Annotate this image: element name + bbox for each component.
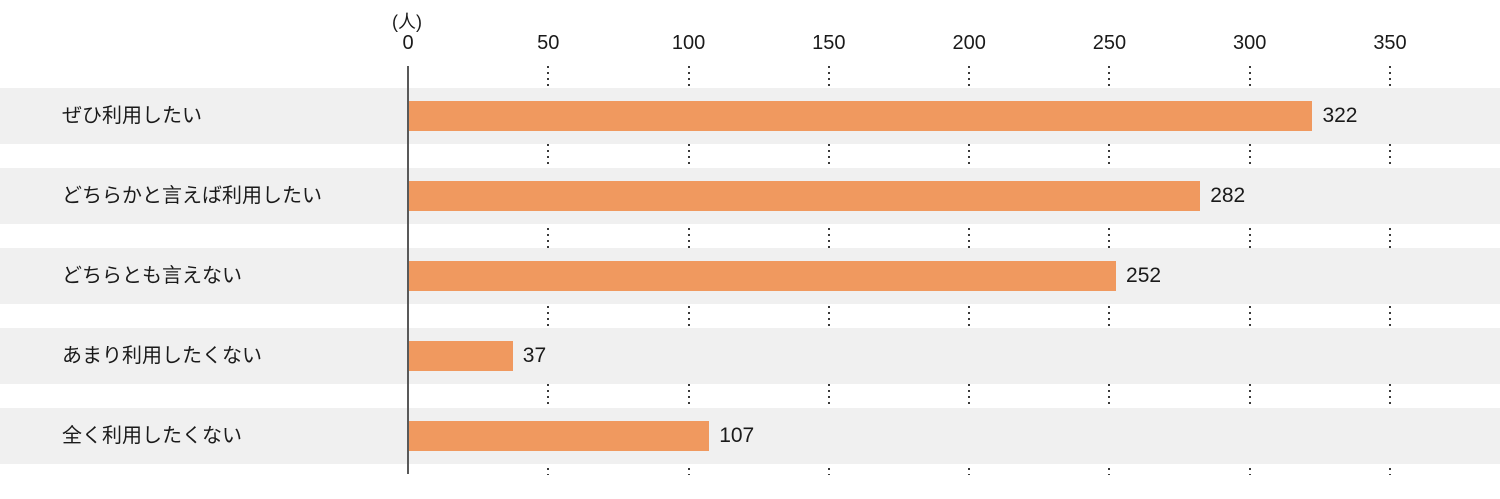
- category-label: あまり利用したくない: [62, 345, 262, 367]
- category-label: 全く利用したくない: [62, 425, 242, 447]
- bar: [409, 341, 513, 371]
- category-label: どちらとも言えない: [62, 265, 242, 287]
- value-label: 37: [522, 344, 547, 367]
- chart-row: どちらかと言えば利用したい 282: [0, 168, 1500, 224]
- chart-row: あまり利用したくない 37: [0, 328, 1500, 384]
- chart-row: どちらとも言えない 252: [0, 248, 1500, 304]
- chart-row: 全く利用したくない 107: [0, 408, 1500, 464]
- x-tick-label: 0: [402, 32, 414, 54]
- x-tick-label: 350: [1373, 32, 1407, 54]
- x-tick-label: 250: [1092, 32, 1127, 54]
- bar: [409, 261, 1117, 291]
- category-label: どちらかと言えば利用したい: [62, 185, 322, 207]
- x-tick-label: 100: [671, 32, 706, 54]
- value-label: 107: [719, 424, 755, 447]
- value-label: 282: [1210, 184, 1246, 207]
- bar: [409, 421, 710, 451]
- bar: [409, 101, 1313, 131]
- axis-unit-label: (人): [392, 12, 422, 32]
- value-label: 252: [1126, 264, 1162, 287]
- chart-row: ぜひ利用したい 322: [0, 88, 1500, 144]
- x-tick-label: 50: [537, 32, 560, 54]
- x-tick-label: 300: [1233, 32, 1267, 54]
- x-tick-label: 150: [812, 32, 846, 54]
- x-tick-label: 200: [952, 32, 986, 54]
- y-axis-line: [407, 66, 409, 474]
- value-label: 322: [1322, 104, 1358, 127]
- category-label: ぜひ利用したい: [62, 105, 202, 127]
- bar: [409, 181, 1201, 211]
